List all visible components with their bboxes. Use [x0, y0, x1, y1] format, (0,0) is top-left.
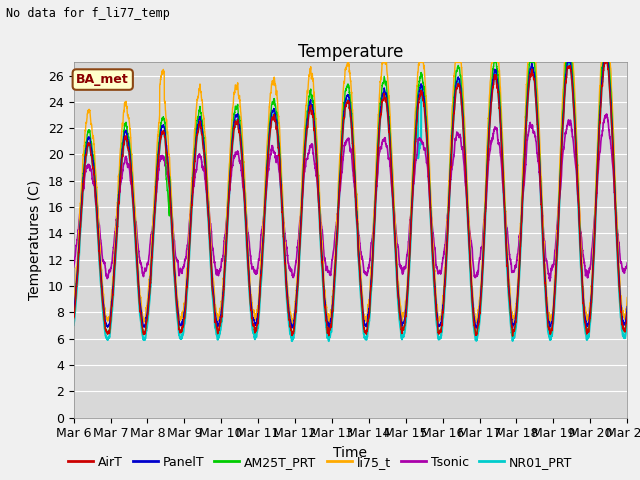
AM25T_PRT — [623, 317, 630, 323]
Tsonic — [70, 264, 77, 270]
li75_t — [169, 226, 177, 232]
NR01_PRT — [506, 310, 514, 315]
Line: PanelT: PanelT — [74, 62, 627, 328]
NR01_PRT — [475, 328, 483, 334]
AM25T_PRT — [444, 222, 452, 228]
Title: Temperature: Temperature — [298, 43, 403, 61]
AirT — [444, 229, 452, 235]
X-axis label: Time: Time — [333, 446, 367, 460]
PanelT — [623, 304, 631, 310]
Tsonic — [169, 226, 177, 231]
li75_t — [444, 204, 452, 209]
PanelT — [330, 284, 338, 289]
Tsonic — [623, 264, 630, 269]
NR01_PRT — [169, 251, 177, 257]
Tsonic — [546, 278, 554, 284]
PanelT — [70, 309, 77, 315]
PanelT — [169, 241, 177, 247]
li75_t — [623, 303, 630, 309]
Tsonic — [603, 111, 611, 117]
li75_t — [330, 275, 337, 281]
Text: BA_met: BA_met — [76, 73, 129, 86]
NR01_PRT — [623, 323, 630, 329]
NR01_PRT — [600, 60, 608, 65]
Line: AirT: AirT — [74, 62, 627, 336]
PanelT — [444, 221, 452, 227]
Line: NR01_PRT: NR01_PRT — [74, 62, 627, 341]
Line: Tsonic: Tsonic — [74, 114, 627, 281]
AM25T_PRT — [330, 289, 337, 295]
Text: No data for f_li77_temp: No data for f_li77_temp — [6, 7, 170, 20]
AirT — [623, 310, 631, 316]
AirT — [169, 248, 177, 253]
AirT — [474, 322, 482, 327]
AirT — [506, 301, 514, 307]
NR01_PRT — [325, 338, 333, 344]
Tsonic — [330, 247, 337, 253]
PanelT — [475, 315, 483, 321]
Line: li75_t: li75_t — [74, 62, 627, 324]
AM25T_PRT — [474, 321, 482, 327]
Y-axis label: Temperatures (C): Temperatures (C) — [28, 180, 42, 300]
li75_t — [509, 322, 516, 327]
li75_t — [475, 308, 483, 313]
Legend: AirT, PanelT, AM25T_PRT, li75_t, Tsonic, NR01_PRT: AirT, PanelT, AM25T_PRT, li75_t, Tsonic,… — [63, 451, 577, 474]
Tsonic — [623, 260, 631, 266]
AM25T_PRT — [70, 315, 77, 321]
NR01_PRT — [444, 230, 452, 236]
AirT — [70, 315, 77, 321]
PanelT — [563, 60, 571, 65]
AirT — [330, 292, 337, 298]
NR01_PRT — [70, 322, 77, 328]
li75_t — [506, 286, 514, 291]
Tsonic — [506, 255, 514, 261]
li75_t — [623, 295, 631, 300]
NR01_PRT — [330, 296, 338, 301]
PanelT — [506, 297, 514, 303]
Tsonic — [474, 267, 482, 273]
AirT — [623, 318, 630, 324]
Tsonic — [444, 211, 452, 217]
PanelT — [325, 325, 333, 331]
PanelT — [623, 311, 630, 316]
li75_t — [70, 301, 77, 307]
Line: AM25T_PRT: AM25T_PRT — [74, 62, 627, 336]
AM25T_PRT — [169, 242, 177, 248]
AM25T_PRT — [623, 309, 631, 314]
AirT — [509, 333, 516, 339]
AM25T_PRT — [506, 301, 514, 307]
AM25T_PRT — [509, 333, 516, 339]
li75_t — [344, 60, 351, 65]
AirT — [600, 60, 608, 65]
NR01_PRT — [623, 316, 631, 322]
AM25T_PRT — [490, 60, 498, 65]
